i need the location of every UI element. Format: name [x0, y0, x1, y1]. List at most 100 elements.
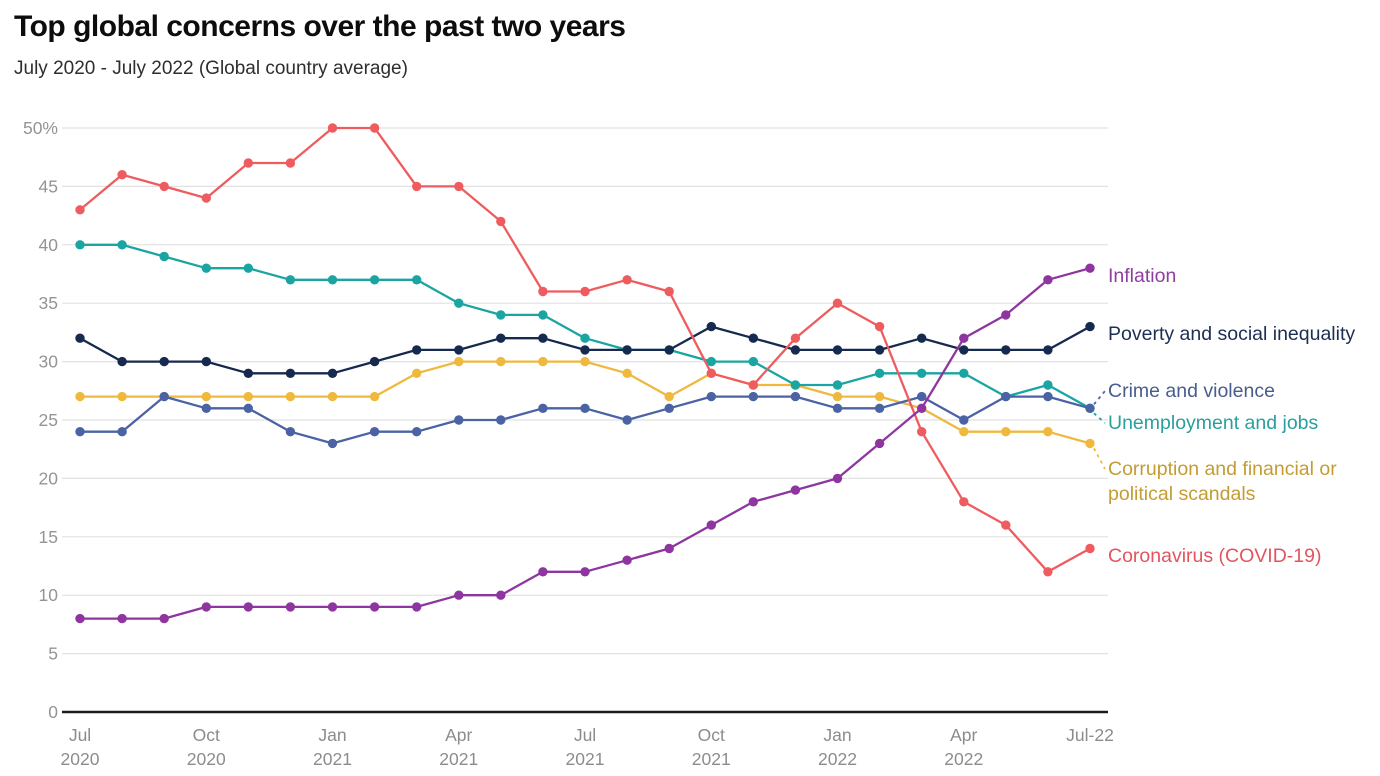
- data-point-coronavirus-sep-2020: [159, 181, 169, 192]
- data-point-unemployment-dec-2021: [790, 380, 801, 390]
- chart-header: Top global concerns over the past two ye…: [14, 10, 626, 80]
- data-point-coronavirus-may-2021: [496, 216, 506, 227]
- y-tick-label-35: 35: [39, 293, 58, 313]
- x-tick-line: 2021: [313, 749, 352, 769]
- x-tick-line: Jan: [823, 725, 851, 745]
- data-point-unemployment-apr-2022: [959, 368, 969, 378]
- x-tick-line: 2020: [61, 749, 100, 769]
- data-point-inflation-jan-2021: [327, 602, 338, 612]
- data-point-corruption-dec-2020: [285, 391, 296, 402]
- data-point-corruption-aug-2020: [117, 391, 127, 402]
- y-tick-label-30: 30: [39, 352, 59, 372]
- data-point-inflation-oct-2020: [201, 602, 211, 612]
- data-point-poverty-oct-2020: [201, 356, 211, 367]
- legend-label-unemployment: Unemployment and jobs: [1108, 412, 1319, 434]
- data-point-inflation-mar-2021: [412, 602, 422, 612]
- x-tick-line: 2022: [818, 749, 857, 769]
- data-point-corruption-jul-2020: [75, 391, 85, 402]
- x-tick-label-jan-2022: Jan 2022: [818, 725, 857, 769]
- data-point-inflation-jul-2020: [75, 613, 85, 624]
- data-point-coronavirus-jul-2020: [75, 205, 85, 215]
- data-point-poverty-feb-2021: [369, 356, 380, 367]
- x-tick-line: 2021: [566, 749, 605, 769]
- data-point-poverty-nov-2021: [748, 333, 758, 343]
- data-point-corruption-nov-2020: [243, 391, 253, 402]
- data-point-corruption-mar-2021: [412, 368, 422, 378]
- x-tick-line: Apr: [950, 725, 977, 745]
- data-point-poverty-mar-2022: [917, 333, 927, 343]
- data-point-inflation-may-2022: [1001, 310, 1011, 320]
- data-point-coronavirus-nov-2021: [748, 380, 758, 390]
- data-point-unemployment-dec-2020: [285, 275, 296, 285]
- series-coronavirus: [75, 123, 1095, 577]
- data-point-poverty-may-2022: [1001, 345, 1011, 355]
- data-point-poverty-apr-2021: [454, 345, 464, 355]
- data-point-poverty-feb-2022: [874, 345, 885, 355]
- data-point-inflation-aug-2021: [622, 555, 632, 565]
- legend-coronavirus: Coronavirus (COVID-19): [1108, 545, 1321, 567]
- series-crime: [75, 391, 1095, 449]
- data-point-unemployment-jul-2020: [75, 240, 85, 250]
- data-point-crime-dec-2020: [285, 427, 296, 437]
- data-point-inflation-jul-2021: [580, 567, 590, 577]
- data-point-corruption-jan-2021: [327, 391, 338, 402]
- legend-label-coronavirus: Coronavirus (COVID-19): [1108, 545, 1321, 567]
- data-point-crime-feb-2022: [874, 403, 885, 413]
- data-point-unemployment-jan-2022: [832, 380, 843, 390]
- data-point-inflation-may-2021: [496, 590, 506, 600]
- y-tick-label-5: 5: [48, 644, 58, 664]
- y-tick-label-20: 20: [39, 468, 59, 488]
- data-point-inflation-feb-2021: [369, 602, 380, 612]
- data-point-unemployment-may-2021: [496, 310, 506, 320]
- data-point-crime-dec-2021: [790, 391, 801, 402]
- data-point-corruption-jan-2022: [832, 391, 843, 402]
- x-tick-label-apr-2021: Apr 2021: [439, 725, 478, 769]
- data-point-crime-mar-2022: [917, 391, 927, 402]
- data-point-unemployment-jul-2021: [580, 333, 590, 343]
- data-point-crime-sep-2020: [159, 391, 169, 402]
- data-point-crime-sep-2021: [664, 403, 674, 413]
- data-point-crime-jul-2020: [75, 427, 85, 437]
- data-point-inflation-jul-2022: [1085, 263, 1095, 273]
- data-point-coronavirus-jun-2022: [1043, 567, 1053, 577]
- data-point-corruption-jul-2022: [1085, 438, 1095, 449]
- data-point-coronavirus-sep-2021: [664, 286, 674, 297]
- y-tick-label-45: 45: [39, 176, 58, 196]
- x-tick-label-oct-2021: Oct 2021: [692, 725, 731, 769]
- data-point-coronavirus-jan-2022: [832, 298, 843, 308]
- data-point-unemployment-oct-2021: [706, 356, 716, 367]
- data-point-crime-jun-2022: [1043, 391, 1053, 402]
- data-point-inflation-jun-2021: [538, 567, 548, 577]
- data-point-poverty-mar-2021: [412, 345, 422, 355]
- data-point-inflation-feb-2022: [874, 438, 885, 449]
- data-point-coronavirus-nov-2020: [243, 158, 253, 168]
- data-point-crime-jun-2021: [538, 403, 548, 413]
- data-point-crime-aug-2020: [117, 427, 127, 437]
- x-tick-label-jul-2021: Jul 2021: [566, 725, 605, 769]
- data-point-crime-mar-2021: [412, 427, 422, 437]
- x-tick-line: 2020: [187, 749, 226, 769]
- data-point-unemployment-aug-2020: [117, 240, 127, 250]
- data-point-inflation-oct-2021: [706, 520, 716, 530]
- data-point-unemployment-oct-2020: [201, 263, 211, 273]
- data-point-inflation-apr-2022: [959, 333, 969, 343]
- data-point-poverty-apr-2022: [959, 345, 969, 355]
- data-point-poverty-nov-2020: [243, 368, 253, 378]
- data-point-coronavirus-apr-2021: [454, 181, 464, 192]
- data-point-crime-may-2021: [496, 415, 506, 425]
- data-point-inflation-nov-2020: [243, 602, 253, 612]
- data-point-coronavirus-mar-2021: [412, 181, 422, 192]
- data-point-inflation-sep-2020: [159, 613, 169, 624]
- data-point-poverty-sep-2020: [159, 356, 169, 367]
- data-point-poverty-jan-2021: [327, 368, 338, 378]
- x-tick-line: 2022: [944, 749, 983, 769]
- data-point-poverty-sep-2021: [664, 345, 674, 355]
- legend-poverty: Poverty and social inequality: [1108, 323, 1355, 345]
- data-point-inflation-nov-2021: [748, 497, 758, 507]
- legend-unemployment: Unemployment and jobs: [1108, 412, 1319, 434]
- data-point-inflation-apr-2021: [454, 590, 464, 600]
- data-point-unemployment-jun-2022: [1043, 380, 1053, 390]
- data-point-corruption-apr-2022: [959, 427, 969, 437]
